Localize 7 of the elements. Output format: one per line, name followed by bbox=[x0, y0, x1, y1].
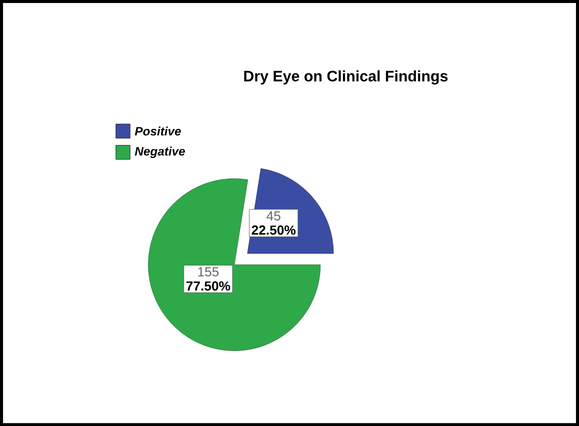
data-label: 45 bbox=[266, 211, 280, 221]
data-label: 155 bbox=[198, 267, 219, 276]
chart-title: Dry Eye on Clinical Findings bbox=[244, 70, 448, 84]
legend-label: Positive bbox=[134, 126, 181, 136]
legend-label: Negative bbox=[134, 146, 185, 158]
text: 22.50% bbox=[252, 225, 296, 235]
text: 77.50% bbox=[186, 281, 230, 291]
